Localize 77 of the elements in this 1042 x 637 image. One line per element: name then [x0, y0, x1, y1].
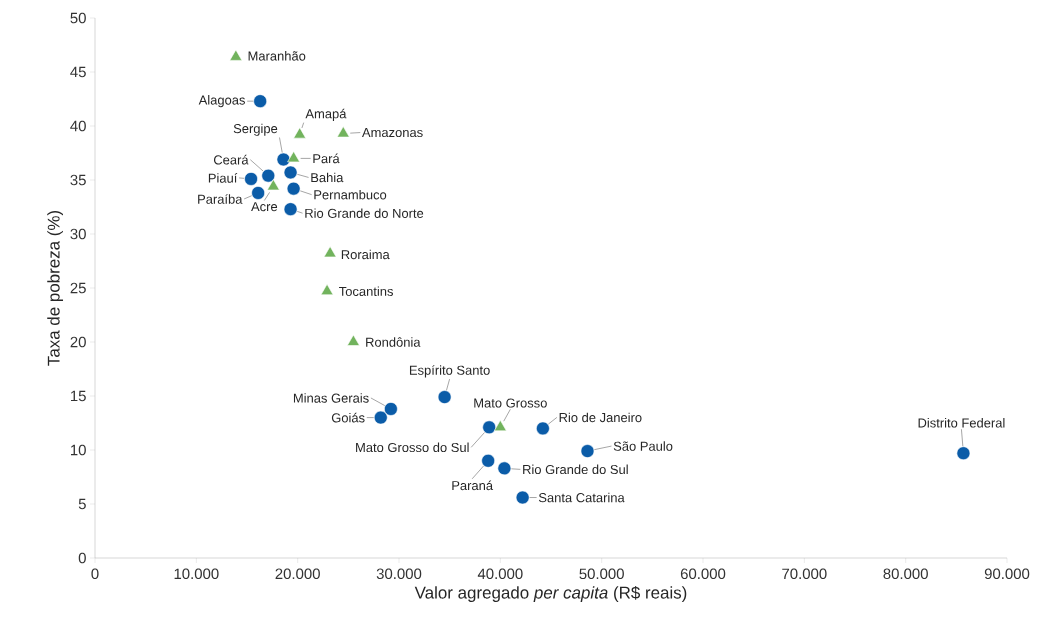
point: [323, 246, 337, 258]
point: [266, 179, 280, 191]
y-tick-label: 15: [71, 390, 86, 402]
x-tick-label: 80.000: [883, 568, 928, 580]
annotation: Minas Gerais: [293, 393, 369, 403]
y-tick-label: 40: [70, 120, 86, 132]
point: [437, 390, 452, 404]
annotation: Amazonas: [362, 128, 423, 138]
annotation: Paraná: [452, 480, 494, 491]
x-axis-title: Valor agregado per capita (R$ reais): [414, 585, 687, 602]
point: [481, 454, 495, 468]
point: [336, 126, 350, 138]
y-tick-label: 30: [70, 228, 86, 240]
point: [580, 444, 595, 458]
y-tick-label: 35: [70, 174, 86, 186]
point: [493, 420, 507, 432]
x-tick-label: 10.000: [174, 568, 219, 580]
point: [373, 410, 388, 425]
annotation: Espírito Santo: [409, 365, 490, 378]
annotation: São Paulo: [613, 441, 673, 451]
point: [261, 168, 276, 183]
x-tick-label: 0: [91, 568, 99, 580]
annotation: Bahia: [311, 172, 344, 183]
annotation: Pernambuco: [314, 189, 387, 200]
point: [384, 402, 398, 416]
point: [283, 165, 298, 180]
point: [347, 334, 360, 346]
annotation: Tocantins: [339, 286, 394, 296]
annotation: Rondônia: [366, 337, 421, 347]
annotation: Piauí: [208, 173, 238, 183]
y-tick-label: 5: [78, 498, 86, 510]
point: [956, 446, 971, 461]
point: [286, 181, 301, 196]
x-tick-label: 60.000: [680, 568, 726, 580]
annotation: Roraima: [341, 249, 390, 260]
annotation: Rio de Janeiro: [559, 412, 642, 423]
x-tick-label: 70.000: [782, 568, 827, 580]
annotation: Distrito Federal: [918, 418, 1005, 428]
annotation: Maranhão: [248, 51, 306, 61]
point: [283, 202, 298, 216]
annotation: Mato Grosso do Sul: [356, 442, 469, 453]
point: [276, 152, 291, 167]
annotation: Acre: [251, 202, 278, 212]
point: [287, 151, 300, 163]
point: [320, 283, 334, 296]
x-tick-label: 20.000: [275, 568, 320, 580]
y-axis-title: Taxa de pobreza (%): [47, 210, 64, 366]
point: [251, 186, 265, 200]
annotation: Goiás: [331, 412, 365, 423]
annotation: Santa Catarina: [538, 492, 625, 503]
x-tick-label: 40.000: [477, 568, 523, 580]
point: [229, 49, 243, 61]
point: [253, 94, 267, 108]
y-tick-label: 0: [78, 552, 86, 564]
annotation: Paraíba: [198, 194, 243, 204]
annotation: Ceará: [213, 154, 249, 165]
x-tick-label: 30.000: [376, 568, 422, 580]
point: [497, 461, 512, 476]
y-tick-label: 10: [71, 444, 86, 456]
point: [536, 421, 550, 436]
y-tick-label: 50: [70, 12, 86, 24]
annotation: Alagoas: [198, 95, 245, 108]
annotation: Pará: [313, 153, 340, 164]
y-tick-label: 45: [70, 66, 86, 78]
point: [482, 420, 496, 435]
annotation: Rio Grande do Norte: [305, 208, 424, 218]
y-tick-label: 25: [70, 282, 86, 294]
annotation: Mato Grosso: [474, 398, 547, 408]
x-tick-label: 50.000: [579, 568, 624, 580]
y-tick-label: 20: [70, 336, 86, 348]
annotation: Sergipe: [233, 123, 278, 136]
point: [293, 127, 307, 139]
annotation: Rio Grande do Sul: [523, 464, 628, 475]
annotation: Amapá: [305, 108, 347, 121]
point: [244, 172, 258, 186]
x-tick-label: 90.000: [984, 568, 1030, 580]
point: [515, 490, 530, 505]
